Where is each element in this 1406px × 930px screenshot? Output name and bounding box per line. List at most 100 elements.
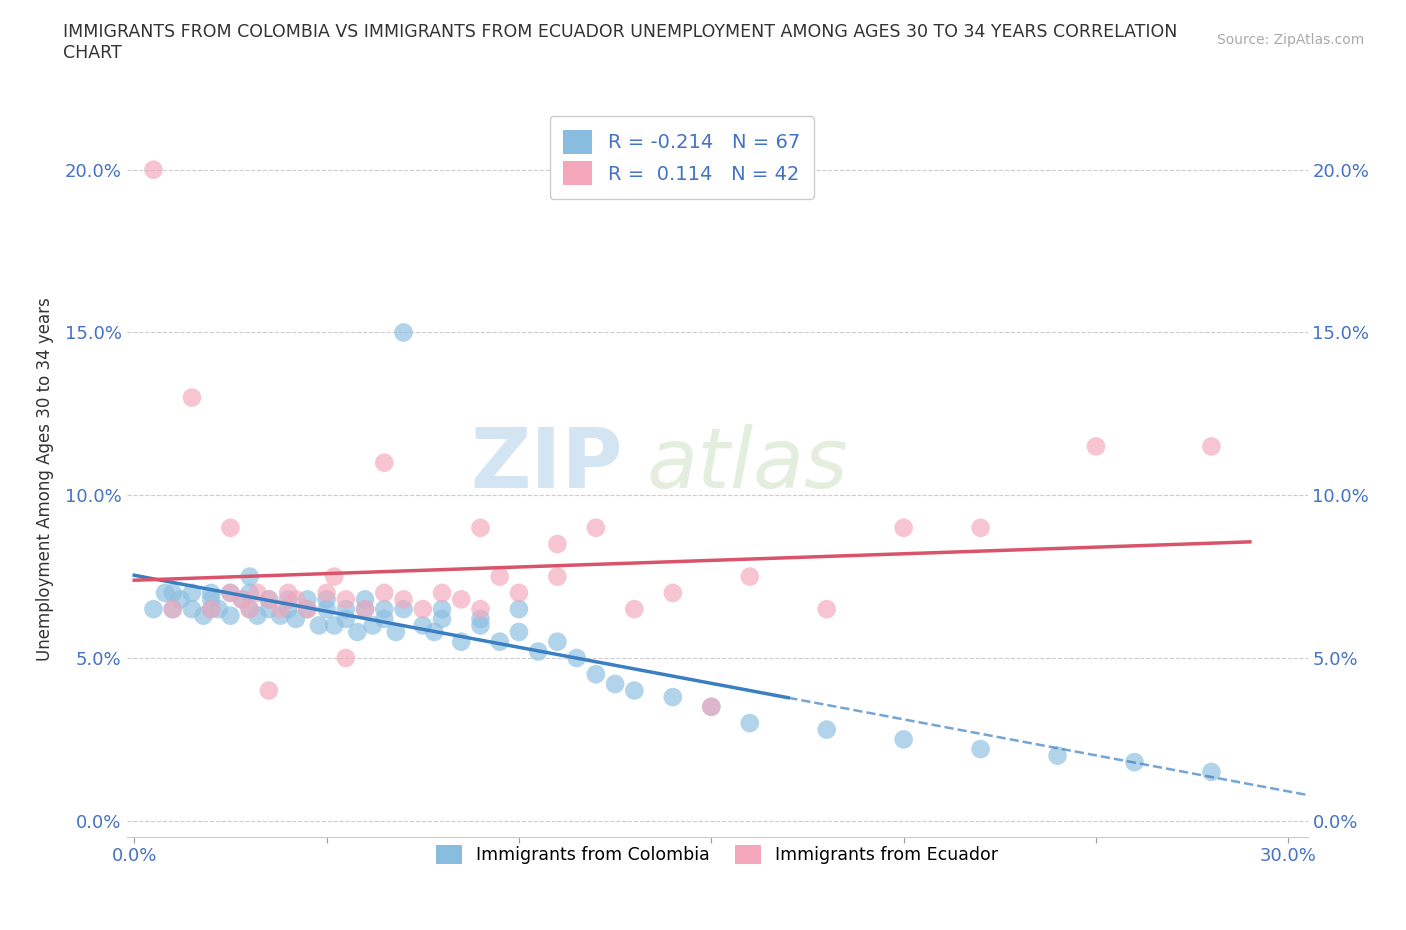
- Point: [662, 586, 685, 601]
- Point: [527, 644, 550, 658]
- Point: [181, 602, 204, 617]
- Text: atlas: atlas: [647, 424, 848, 505]
- Point: [546, 569, 568, 584]
- Point: [430, 602, 453, 617]
- Point: [700, 699, 723, 714]
- Point: [373, 586, 395, 601]
- Point: [239, 602, 262, 617]
- Point: [284, 592, 307, 607]
- Point: [738, 569, 761, 584]
- Point: [239, 569, 262, 584]
- Point: [470, 612, 492, 627]
- Point: [373, 602, 395, 617]
- Point: [354, 602, 377, 617]
- Point: [412, 618, 434, 633]
- Point: [142, 162, 165, 177]
- Point: [246, 608, 269, 623]
- Point: [257, 683, 280, 698]
- Point: [208, 602, 231, 617]
- Point: [269, 602, 291, 617]
- Point: [1046, 748, 1069, 763]
- Point: [142, 602, 165, 617]
- Point: [193, 608, 215, 623]
- Point: [162, 586, 184, 601]
- Point: [815, 722, 838, 737]
- Point: [361, 618, 384, 633]
- Point: [315, 586, 337, 601]
- Point: [623, 602, 645, 617]
- Point: [219, 521, 242, 536]
- Point: [1201, 764, 1223, 779]
- Point: [354, 592, 377, 607]
- Point: [257, 602, 280, 617]
- Point: [450, 634, 472, 649]
- Point: [893, 521, 915, 536]
- Point: [893, 732, 915, 747]
- Point: [162, 602, 184, 617]
- Point: [257, 592, 280, 607]
- Point: [297, 602, 319, 617]
- Point: [346, 625, 368, 640]
- Point: [162, 602, 184, 617]
- Point: [470, 618, 492, 633]
- Point: [1201, 439, 1223, 454]
- Point: [815, 602, 838, 617]
- Point: [315, 602, 337, 617]
- Point: [738, 716, 761, 731]
- Point: [565, 651, 588, 666]
- Point: [508, 586, 530, 601]
- Point: [470, 602, 492, 617]
- Point: [392, 602, 415, 617]
- Point: [169, 592, 191, 607]
- Point: [239, 602, 262, 617]
- Point: [508, 625, 530, 640]
- Point: [546, 537, 568, 551]
- Point: [385, 625, 408, 640]
- Point: [239, 586, 262, 601]
- Point: [277, 586, 299, 601]
- Point: [308, 618, 330, 633]
- Point: [181, 586, 204, 601]
- Point: [662, 690, 685, 705]
- Point: [181, 390, 204, 405]
- Point: [1085, 439, 1108, 454]
- Point: [969, 742, 991, 757]
- Point: [373, 612, 395, 627]
- Point: [700, 699, 723, 714]
- Point: [323, 618, 346, 633]
- Point: [603, 677, 626, 692]
- Text: IMMIGRANTS FROM COLOMBIA VS IMMIGRANTS FROM ECUADOR UNEMPLOYMENT AMONG AGES 30 T: IMMIGRANTS FROM COLOMBIA VS IMMIGRANTS F…: [63, 23, 1178, 62]
- Point: [200, 592, 222, 607]
- Point: [450, 592, 472, 607]
- Point: [200, 602, 222, 617]
- Point: [277, 602, 299, 617]
- Point: [585, 667, 607, 682]
- Point: [423, 625, 446, 640]
- Point: [277, 592, 299, 607]
- Point: [1123, 755, 1146, 770]
- Point: [297, 602, 319, 617]
- Point: [219, 608, 242, 623]
- Point: [246, 586, 269, 601]
- Point: [257, 592, 280, 607]
- Point: [392, 326, 415, 340]
- Point: [430, 612, 453, 627]
- Point: [585, 521, 607, 536]
- Point: [335, 592, 357, 607]
- Point: [284, 612, 307, 627]
- Text: ZIP: ZIP: [470, 424, 623, 505]
- Point: [153, 586, 176, 601]
- Point: [430, 586, 453, 601]
- Point: [219, 586, 242, 601]
- Point: [335, 651, 357, 666]
- Point: [315, 592, 337, 607]
- Point: [231, 592, 253, 607]
- Y-axis label: Unemployment Among Ages 30 to 34 years: Unemployment Among Ages 30 to 34 years: [35, 297, 53, 661]
- Point: [412, 602, 434, 617]
- Point: [269, 608, 291, 623]
- Point: [969, 521, 991, 536]
- Point: [323, 569, 346, 584]
- Point: [488, 569, 510, 584]
- Point: [488, 634, 510, 649]
- Legend: Immigrants from Colombia, Immigrants from Ecuador: Immigrants from Colombia, Immigrants fro…: [429, 838, 1005, 871]
